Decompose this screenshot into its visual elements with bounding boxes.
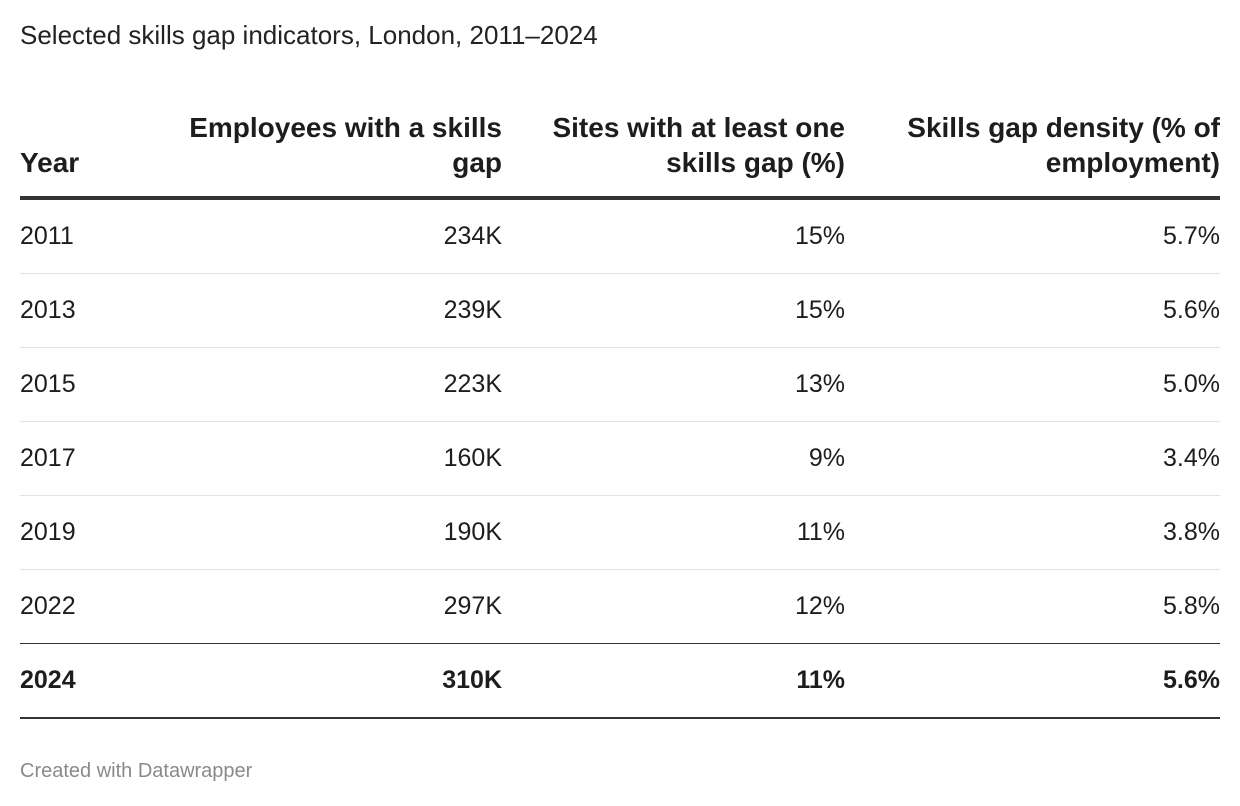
column-header-density: Skills gap density (% of employment)	[845, 98, 1220, 200]
cell-sites: 13%	[502, 347, 845, 422]
cell-year: 2013	[20, 273, 160, 348]
cell-sites: 11%	[502, 495, 845, 570]
cell-employees: 310K	[160, 643, 502, 719]
cell-density: 3.4%	[845, 421, 1220, 496]
cell-employees: 190K	[160, 495, 502, 570]
cell-density: 3.8%	[845, 495, 1220, 570]
data-table: Year Employees with a skills gap Sites w…	[20, 98, 1220, 719]
cell-sites: 11%	[502, 643, 845, 719]
chart-title: Selected skills gap indicators, London, …	[20, 20, 598, 50]
cell-year: 2015	[20, 347, 160, 422]
cell-sites: 15%	[502, 198, 845, 274]
cell-employees: 160K	[160, 421, 502, 496]
table-row: 2019 190K 11% 3.8%	[20, 495, 1220, 570]
cell-employees: 223K	[160, 347, 502, 422]
column-header-year: Year	[20, 98, 160, 200]
cell-sites: 9%	[502, 421, 845, 496]
table-row: 2015 223K 13% 5.0%	[20, 347, 1220, 422]
column-header-employees: Employees with a skills gap	[160, 98, 502, 200]
footer-credit: Created with Datawrapper	[20, 760, 253, 782]
table-row: 2017 160K 9% 3.4%	[20, 421, 1220, 496]
cell-year: 2011	[20, 198, 160, 274]
table-row: 2013 239K 15% 5.6%	[20, 273, 1220, 348]
header-row: Year Employees with a skills gap Sites w…	[20, 98, 1220, 200]
cell-year: 2019	[20, 495, 160, 570]
cell-density: 5.6%	[845, 273, 1220, 348]
cell-sites: 15%	[502, 273, 845, 348]
table-row-highlighted: 2024 310K 11% 5.6%	[20, 643, 1220, 719]
cell-employees: 297K	[160, 569, 502, 644]
cell-employees: 234K	[160, 198, 502, 274]
table-row: 2022 297K 12% 5.8%	[20, 569, 1220, 644]
table-row: 2011 234K 15% 5.7%	[20, 198, 1220, 274]
cell-year: 2017	[20, 421, 160, 496]
cell-year: 2024	[20, 643, 160, 719]
cell-density: 5.0%	[845, 347, 1220, 422]
cell-density: 5.6%	[845, 643, 1220, 719]
cell-density: 5.7%	[845, 198, 1220, 274]
cell-density: 5.8%	[845, 569, 1220, 644]
cell-sites: 12%	[502, 569, 845, 644]
cell-year: 2022	[20, 569, 160, 644]
column-header-sites: Sites with at least one skills gap (%)	[502, 98, 845, 200]
cell-employees: 239K	[160, 273, 502, 348]
